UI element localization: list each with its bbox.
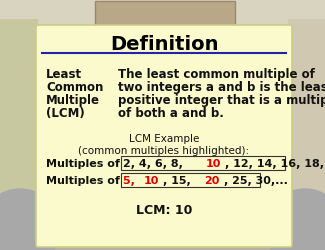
Text: Multiples of 5:: Multiples of 5: xyxy=(46,175,136,185)
Bar xyxy=(288,20,325,219)
Text: positive integer that is a multiple: positive integer that is a multiple xyxy=(118,94,325,106)
Text: , 15,: , 15, xyxy=(163,175,195,185)
Bar xyxy=(0,199,325,250)
Text: LCM: 10: LCM: 10 xyxy=(136,203,192,216)
Text: two integers a and b is the least: two integers a and b is the least xyxy=(118,81,325,94)
Bar xyxy=(0,20,38,219)
Text: Common: Common xyxy=(46,81,103,94)
Text: The least common multiple of: The least common multiple of xyxy=(118,68,315,81)
Circle shape xyxy=(0,189,60,250)
Text: Multiples of 2:: Multiples of 2: xyxy=(46,158,136,168)
Text: 5,: 5, xyxy=(123,175,139,185)
Text: Definition: Definition xyxy=(110,34,218,53)
Text: (common multiples highlighted):: (common multiples highlighted): xyxy=(78,146,250,156)
Text: 10: 10 xyxy=(143,175,159,185)
Text: 10: 10 xyxy=(205,158,221,168)
Circle shape xyxy=(265,189,325,250)
FancyBboxPatch shape xyxy=(36,26,292,247)
Text: of both a and b.: of both a and b. xyxy=(118,106,224,120)
Text: 2, 4, 6, 8,: 2, 4, 6, 8, xyxy=(123,158,187,168)
Text: (LCM): (LCM) xyxy=(46,106,85,120)
Text: , 12, 14, 16, 18,: , 12, 14, 16, 18, xyxy=(225,158,325,168)
Text: 20: 20 xyxy=(204,175,219,185)
Text: Least: Least xyxy=(46,68,82,81)
Bar xyxy=(121,156,285,170)
Bar xyxy=(95,2,235,30)
Text: Multiple: Multiple xyxy=(46,94,100,106)
Text: , 25, 30,...: , 25, 30,... xyxy=(224,175,288,185)
Bar xyxy=(121,173,260,187)
Text: LCM Example: LCM Example xyxy=(129,134,199,143)
